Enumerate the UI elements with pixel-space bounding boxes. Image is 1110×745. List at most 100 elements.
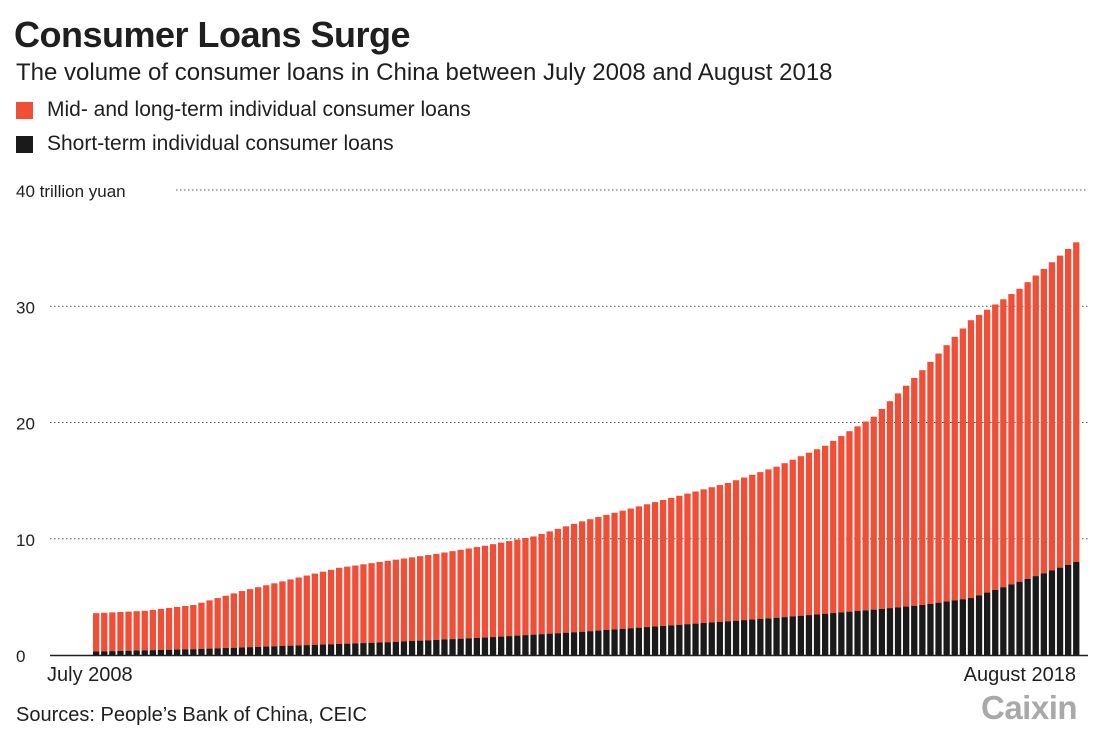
bar-short-term xyxy=(271,646,278,655)
bar-short-term xyxy=(886,608,894,655)
bar-mid-long-term xyxy=(627,508,634,629)
x-tick-label-end: August 2018 xyxy=(964,664,1076,686)
bar-short-term xyxy=(789,616,796,655)
legend-swatch-mid-long-term xyxy=(16,101,33,119)
bar-short-term xyxy=(392,641,399,655)
x-tick-label-start: July 2008 xyxy=(47,664,133,686)
bar-mid-long-term xyxy=(149,609,156,651)
bar-short-term xyxy=(368,642,375,655)
bar-mid-long-term xyxy=(174,606,181,650)
bar-mid-long-term xyxy=(1016,288,1023,582)
bar-short-term xyxy=(870,609,877,655)
bar-short-term xyxy=(651,626,659,655)
bar-mid-long-term xyxy=(692,491,699,624)
bar-mid-long-term xyxy=(327,569,335,645)
legend-label-short-term: Short-term individual consumer loans xyxy=(47,132,394,155)
bar-short-term xyxy=(1000,587,1007,655)
bar-short-term xyxy=(182,649,189,655)
bar-short-term xyxy=(319,644,327,655)
bar-mid-long-term xyxy=(959,328,966,600)
bar-mid-long-term xyxy=(1056,255,1064,568)
bar-short-term xyxy=(376,642,383,655)
bar-mid-long-term xyxy=(903,385,910,607)
bar-short-term xyxy=(425,640,432,655)
bar-mid-long-term xyxy=(757,472,764,619)
bar-short-term xyxy=(838,612,845,655)
bar-short-term xyxy=(749,619,756,655)
bar-mid-long-term xyxy=(384,560,391,643)
bar-mid-long-term xyxy=(797,456,804,616)
bar-mid-long-term xyxy=(805,452,813,616)
bar-mid-long-term xyxy=(408,557,416,642)
bar-mid-long-term xyxy=(813,449,821,615)
bar-mid-long-term xyxy=(287,579,294,646)
bar-short-term xyxy=(660,625,667,655)
bar-short-term xyxy=(1056,567,1064,655)
bar-short-term xyxy=(603,630,610,655)
bar-short-term xyxy=(781,617,788,655)
bar-mid-long-term xyxy=(838,436,845,613)
bar-short-term xyxy=(911,605,918,655)
bar-short-term xyxy=(797,615,804,655)
bar-mid-long-term xyxy=(619,510,626,629)
bar-short-term xyxy=(165,649,173,655)
bar-short-term xyxy=(238,647,246,655)
bar-short-term xyxy=(984,592,991,655)
bar-short-term xyxy=(246,647,254,655)
bar-mid-long-term xyxy=(554,528,561,634)
bar-mid-long-term xyxy=(238,591,246,648)
bar-mid-long-term xyxy=(975,314,983,596)
bar-mid-long-term xyxy=(400,558,408,642)
bar-short-term xyxy=(125,650,132,655)
bar-short-term xyxy=(311,644,318,655)
bar-short-term xyxy=(627,628,634,655)
bar-short-term xyxy=(1065,564,1072,655)
bar-short-term xyxy=(360,643,367,655)
bar-short-term xyxy=(992,589,999,655)
bar-mid-long-term xyxy=(125,611,132,651)
bar-short-term xyxy=(692,623,699,655)
bar-short-term xyxy=(93,651,100,655)
bar-short-term xyxy=(279,645,286,655)
bar-mid-long-term xyxy=(246,589,254,648)
y-tick-label: 40 trillion yuan xyxy=(16,182,126,201)
bar-short-term xyxy=(198,648,205,655)
bar-mid-long-term xyxy=(611,512,618,630)
legend-item-mid-long-term: Mid- and long-term individual consumer l… xyxy=(16,98,471,122)
bar-mid-long-term xyxy=(919,370,926,606)
bar-mid-long-term xyxy=(716,485,723,622)
bar-short-term xyxy=(757,618,764,655)
bar-short-term xyxy=(643,627,651,655)
bar-mid-long-term xyxy=(1073,242,1080,562)
bar-mid-long-term xyxy=(935,353,942,603)
bar-mid-long-term xyxy=(708,487,715,623)
bar-mid-long-term xyxy=(830,440,837,614)
bar-short-term xyxy=(579,631,586,655)
bar-mid-long-term xyxy=(190,605,197,650)
bar-short-term xyxy=(498,636,505,655)
bar-short-term xyxy=(109,651,116,655)
bar-short-term xyxy=(570,632,578,655)
bar-mid-long-term xyxy=(538,533,545,635)
bar-short-term xyxy=(587,631,594,655)
bar-short-term xyxy=(1008,584,1015,655)
bar-short-term xyxy=(174,649,181,655)
bar-short-term xyxy=(327,644,335,655)
bar-short-term xyxy=(927,603,934,655)
bar-short-term xyxy=(805,615,813,655)
bar-mid-long-term xyxy=(157,608,165,650)
bar-mid-long-term xyxy=(1040,268,1047,574)
bar-short-term xyxy=(457,638,464,655)
bar-mid-long-term xyxy=(684,493,691,625)
bar-short-term xyxy=(149,650,156,655)
bar-short-term xyxy=(903,606,910,655)
bar-short-term xyxy=(157,649,165,655)
bar-mid-long-term xyxy=(457,549,464,639)
bar-mid-long-term xyxy=(789,459,796,617)
bar-short-term xyxy=(101,651,108,655)
bar-mid-long-term xyxy=(319,571,327,645)
bar-short-term xyxy=(206,648,213,655)
bar-mid-long-term xyxy=(360,564,367,644)
bar-short-term xyxy=(635,627,642,655)
legend-item-short-term: Short-term individual consumer loans xyxy=(16,132,394,156)
